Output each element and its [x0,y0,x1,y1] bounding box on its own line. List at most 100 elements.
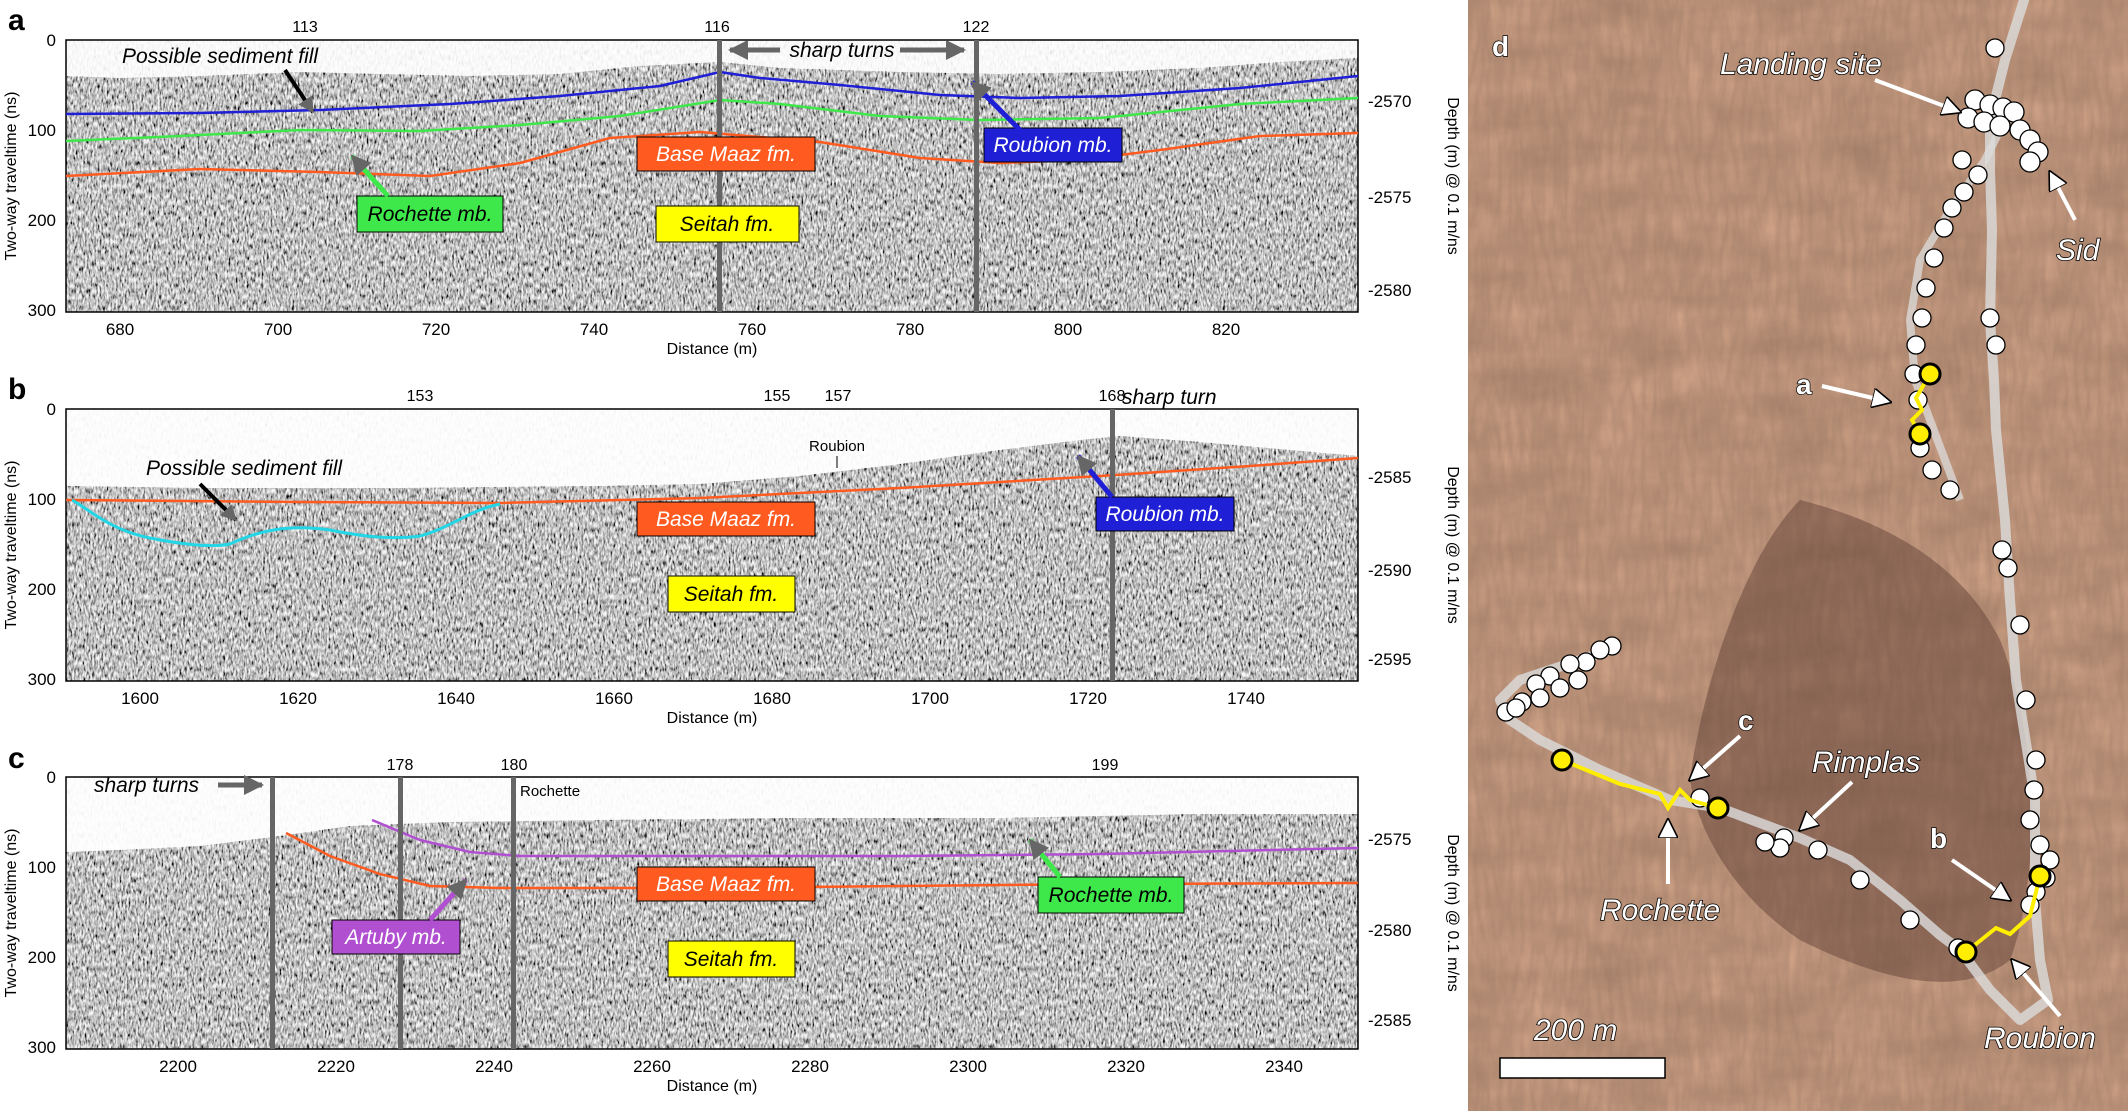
svg-text:720: 720 [422,320,450,339]
top-label-155: 155 [764,388,791,405]
svg-text:Roubion mb.: Roubion mb. [993,134,1112,157]
unit-box-rochette-c: Rochette mb. [1037,876,1185,914]
horizons-c [285,818,1358,890]
unit-box-base-maaz-b: Base Maaz fm. [636,501,816,537]
x-axis-b: 1600 1620 1640 1660 1680 1700 1720 1740 … [121,689,1265,727]
unit-box-seitah-b: Seitah fm. [667,575,796,613]
svg-text:Artuby mb.: Artuby mb. [343,926,447,949]
svg-text:-2575: -2575 [1368,830,1411,849]
svg-text:820: 820 [1212,320,1240,339]
svg-text:-2585: -2585 [1368,1011,1411,1030]
svg-text:Rochette mb.: Rochette mb. [368,203,493,226]
svg-text:2300: 2300 [949,1057,987,1076]
roubion-horizon-a [66,70,1358,116]
radargram-b [66,409,1358,681]
top-label-180: 180 [501,757,528,774]
arrow-rimplas [1800,780,1854,830]
svg-text:1600: 1600 [121,689,159,708]
svg-text:2240: 2240 [475,1057,513,1076]
unit-box-artuby-c: Artuby mb. [331,919,461,955]
y-axis-b: 0 100 200 300 Two-way traveltime (ns) [3,400,56,689]
scale-bar-label: 200 m [1533,1014,1617,1047]
svg-text:Rochette mb.: Rochette mb. [1049,884,1174,907]
svg-text:Distance (m): Distance (m) [667,341,758,358]
svg-text:800: 800 [1054,320,1082,339]
panel-letter-c: c [8,742,25,775]
svg-text:2280: 2280 [791,1057,829,1076]
arrow-c [1690,734,1742,780]
svg-text:680: 680 [106,320,134,339]
svg-text:2260: 2260 [633,1057,671,1076]
roubion-arrow-a [970,80,1022,132]
arrow-b [1950,858,2010,900]
svg-text:Base Maaz fm.: Base Maaz fm. [656,508,796,531]
svg-text:1680: 1680 [753,689,791,708]
panel-d-map: d Landing site Sid a c Rimplas b Rochett… [1468,0,2128,1111]
segment-b [1954,864,2052,964]
svg-text:2220: 2220 [317,1057,355,1076]
top-label-113: 113 [292,19,318,36]
svg-text:780: 780 [896,320,924,339]
svg-text:1660: 1660 [595,689,633,708]
unit-box-base-maaz-a: Base Maaz fm. [636,136,816,172]
svg-text:1640: 1640 [437,689,475,708]
y-axis-c: 0 100 200 300 Two-way traveltime (ns) [3,768,56,1057]
sharp-turns-label-a: sharp turns [789,39,895,62]
marker-178-line [398,777,403,1049]
base-maaz-horizon-b [66,456,1358,505]
roubion-arrow-b [1076,454,1114,499]
possible-fill-label-b: Possible sediment fill [146,457,343,480]
marker-180-line [511,777,516,1049]
unit-box-roubion-b: Roubion mb. [1095,496,1235,532]
top-label-153: 153 [407,388,434,405]
svg-text:100: 100 [28,121,56,140]
artuby-arrow-c [428,878,468,922]
svg-text:1720: 1720 [1069,689,1107,708]
svg-text:0: 0 [47,400,56,419]
svg-text:Distance (m): Distance (m) [667,710,758,727]
svg-text:740: 740 [580,320,608,339]
roubion-small-label-b: Roubion [809,438,865,455]
radargram-a [66,40,1358,312]
svg-text:0: 0 [47,31,56,50]
horizons-b [66,456,1358,548]
svg-text:1620: 1620 [279,689,317,708]
svg-text:Depth (m) @ 0.1 m/ns: Depth (m) @ 0.1 m/ns [1444,834,1461,992]
map-panel-letter-d: d [1492,31,1509,62]
top-label-116: 116 [704,19,730,36]
top-label-199: 199 [1092,757,1119,774]
possible-fill-arrow-a [283,68,315,114]
svg-text:2200: 2200 [159,1057,197,1076]
unit-box-seitah-a: Seitah fm. [655,205,800,243]
svg-text:Seitah fm.: Seitah fm. [684,583,779,606]
svg-text:Depth (m) @ 0.1 m/ns: Depth (m) @ 0.1 m/ns [1444,97,1461,255]
panel-b: b 153 155 157 168 sharp turn Roubion Pos… [3,373,1461,727]
svg-text:Seitah fm.: Seitah fm. [684,948,779,971]
top-label-178: 178 [387,757,414,774]
svg-text:Distance (m): Distance (m) [667,1078,758,1095]
map-label-b: b [1930,823,1947,854]
arrow-a [1821,384,1890,402]
svg-text:300: 300 [28,670,56,689]
sharp-turns-label-c: sharp turns [94,774,200,797]
svg-text:1740: 1740 [1227,689,1265,708]
svg-text:-2570: -2570 [1368,92,1411,111]
svg-text:300: 300 [28,301,56,320]
map-label-rochette: Rochette [1600,894,1720,927]
artuby-horizon-c [371,818,1358,858]
x-axis-c: 2200 2220 2240 2260 2280 2300 2320 2340 … [159,1057,1303,1095]
svg-text:100: 100 [28,858,56,877]
svg-text:-2580: -2580 [1368,281,1411,300]
svg-text:-2575: -2575 [1368,188,1411,207]
base-maaz-horizon-c [285,831,1358,890]
plot-frame-c [65,776,1359,1050]
svg-text:0: 0 [47,768,56,787]
map-label-c: c [1738,705,1754,736]
panel-c: c 178 180 199 sharp turns Rochette Base … [3,742,1461,1095]
rochette-arrow-c [1028,838,1062,879]
svg-text:-2590: -2590 [1368,561,1411,580]
panel-a: a 113 116 122 sharp turns Possible sedim… [3,4,1461,358]
possible-fill-arrow-b [198,482,238,522]
svg-text:Two-way traveltime (ns): Two-way traveltime (ns) [3,92,20,261]
